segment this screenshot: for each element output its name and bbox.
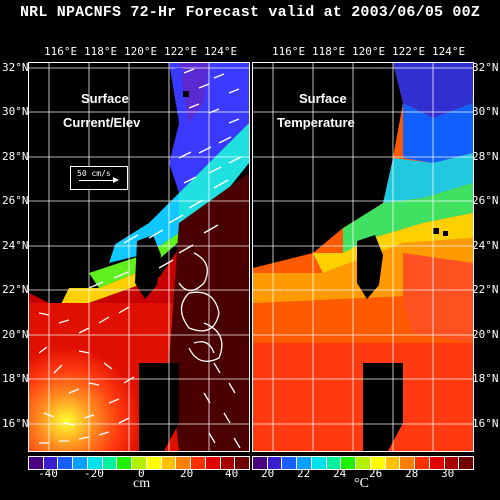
temperature-colorbar bbox=[252, 456, 474, 470]
lat-label: 16°N bbox=[472, 417, 499, 430]
lat-label: 16°N bbox=[2, 417, 29, 430]
lat-label: 30°N bbox=[2, 105, 29, 118]
colorbar-swatch bbox=[282, 457, 298, 469]
colorbar-tick-label: 20 bbox=[180, 467, 194, 480]
reference-arrowhead-icon bbox=[113, 177, 119, 183]
lon-label: 124°E bbox=[432, 45, 466, 58]
current-elevation-map: Surface Current/Elev bbox=[28, 62, 250, 452]
temperature-unit: °C bbox=[354, 476, 369, 491]
figure-title: NRL NPACNFS 72-Hr Forecast valid at 2003… bbox=[19, 4, 481, 21]
reference-vector-label: 50 cm/s bbox=[77, 169, 111, 178]
lat-label: 24°N bbox=[472, 239, 499, 252]
colorbar-swatch bbox=[29, 457, 44, 469]
lat-label: 20°N bbox=[472, 328, 499, 341]
lat-label: 18°N bbox=[2, 372, 29, 385]
lat-label: 18°N bbox=[472, 372, 499, 385]
colorbar-swatch bbox=[117, 457, 133, 469]
colorbar-swatch bbox=[385, 457, 401, 469]
lon-label: 122°E bbox=[392, 45, 426, 58]
current-panel-label-line1: Surface bbox=[81, 91, 129, 106]
colorbar-tick-label: 0 bbox=[138, 467, 145, 480]
colorbar-swatch bbox=[326, 457, 342, 469]
lon-label: 124°E bbox=[204, 45, 238, 58]
colorbar-swatch bbox=[356, 457, 371, 469]
current-vectors bbox=[38, 68, 242, 449]
colorbar-swatch bbox=[132, 457, 147, 469]
lon-label: 118°E bbox=[312, 45, 346, 58]
lon-label: 118°E bbox=[84, 45, 118, 58]
colorbar-swatch bbox=[370, 457, 386, 469]
lat-label: 24°N bbox=[2, 239, 29, 252]
lat-label: 28°N bbox=[472, 150, 499, 163]
lat-label: 30°N bbox=[472, 105, 499, 118]
current-elevation-svg bbox=[29, 63, 249, 451]
colorbar-swatch bbox=[297, 457, 312, 469]
colorbar-tick-label: 22 bbox=[297, 467, 311, 480]
lon-label: 116°E bbox=[44, 45, 78, 58]
colorbar-swatch bbox=[341, 457, 357, 469]
lat-label: 22°N bbox=[472, 283, 499, 296]
lon-label: 120°E bbox=[352, 45, 386, 58]
colorbar-tick-label: 40 bbox=[225, 467, 239, 480]
colorbar-tick-label: 20 bbox=[261, 467, 275, 480]
colorbar-swatch bbox=[58, 457, 74, 469]
colorbar-swatch bbox=[87, 457, 103, 469]
colorbar-tick-label: 26 bbox=[369, 467, 383, 480]
colorbar-swatch bbox=[73, 457, 88, 469]
colorbar-swatch bbox=[146, 457, 162, 469]
lat-label: 32°N bbox=[2, 61, 29, 74]
temperature-panel-label-line1: Surface bbox=[299, 91, 347, 106]
elevation-unit: cm bbox=[133, 476, 151, 491]
colorbar-tick-label: -20 bbox=[84, 467, 104, 480]
colorbar-tick-label: 24 bbox=[333, 467, 347, 480]
elevation-colorbar bbox=[28, 456, 250, 470]
current-panel-label-line2: Current/Elev bbox=[63, 115, 141, 130]
colorbar-swatch bbox=[161, 457, 177, 469]
colorbar-swatch bbox=[444, 457, 460, 469]
lat-label: 22°N bbox=[2, 283, 29, 296]
lon-label: 120°E bbox=[124, 45, 158, 58]
lat-label: 28°N bbox=[2, 150, 29, 163]
temperature-svg bbox=[253, 63, 473, 451]
colorbar-swatch bbox=[415, 457, 430, 469]
colorbar-swatch bbox=[311, 457, 327, 469]
reference-arrow-icon bbox=[79, 180, 115, 181]
colorbar-swatch bbox=[267, 457, 283, 469]
colorbar-swatch bbox=[253, 457, 268, 469]
colorbar-swatch bbox=[43, 457, 59, 469]
colorbar-swatch bbox=[191, 457, 206, 469]
temperature-panel-label-line2: Temperature bbox=[277, 115, 355, 130]
lon-label: 116°E bbox=[272, 45, 306, 58]
colorbar-swatch bbox=[220, 457, 236, 469]
reference-vector-box: 50 cm/s bbox=[70, 166, 128, 190]
colorbar-swatch bbox=[459, 457, 474, 469]
colorbar-swatch bbox=[400, 457, 416, 469]
colorbar-swatch bbox=[176, 457, 192, 469]
lat-label: 26°N bbox=[472, 194, 499, 207]
colorbar-swatch bbox=[429, 457, 445, 469]
lon-label: 122°E bbox=[164, 45, 198, 58]
lat-label: 32°N bbox=[472, 61, 499, 74]
colorbar-swatch bbox=[205, 457, 221, 469]
colorbar-swatch bbox=[102, 457, 118, 469]
colorbar-tick-label: 28 bbox=[405, 467, 419, 480]
temperature-map: Surface Temperature bbox=[252, 62, 474, 452]
colorbar-swatch bbox=[235, 457, 250, 469]
lat-label: 26°N bbox=[2, 194, 29, 207]
lat-label: 20°N bbox=[2, 328, 29, 341]
colorbar-tick-label: 30 bbox=[441, 467, 455, 480]
colorbar-tick-label: -40 bbox=[38, 467, 58, 480]
